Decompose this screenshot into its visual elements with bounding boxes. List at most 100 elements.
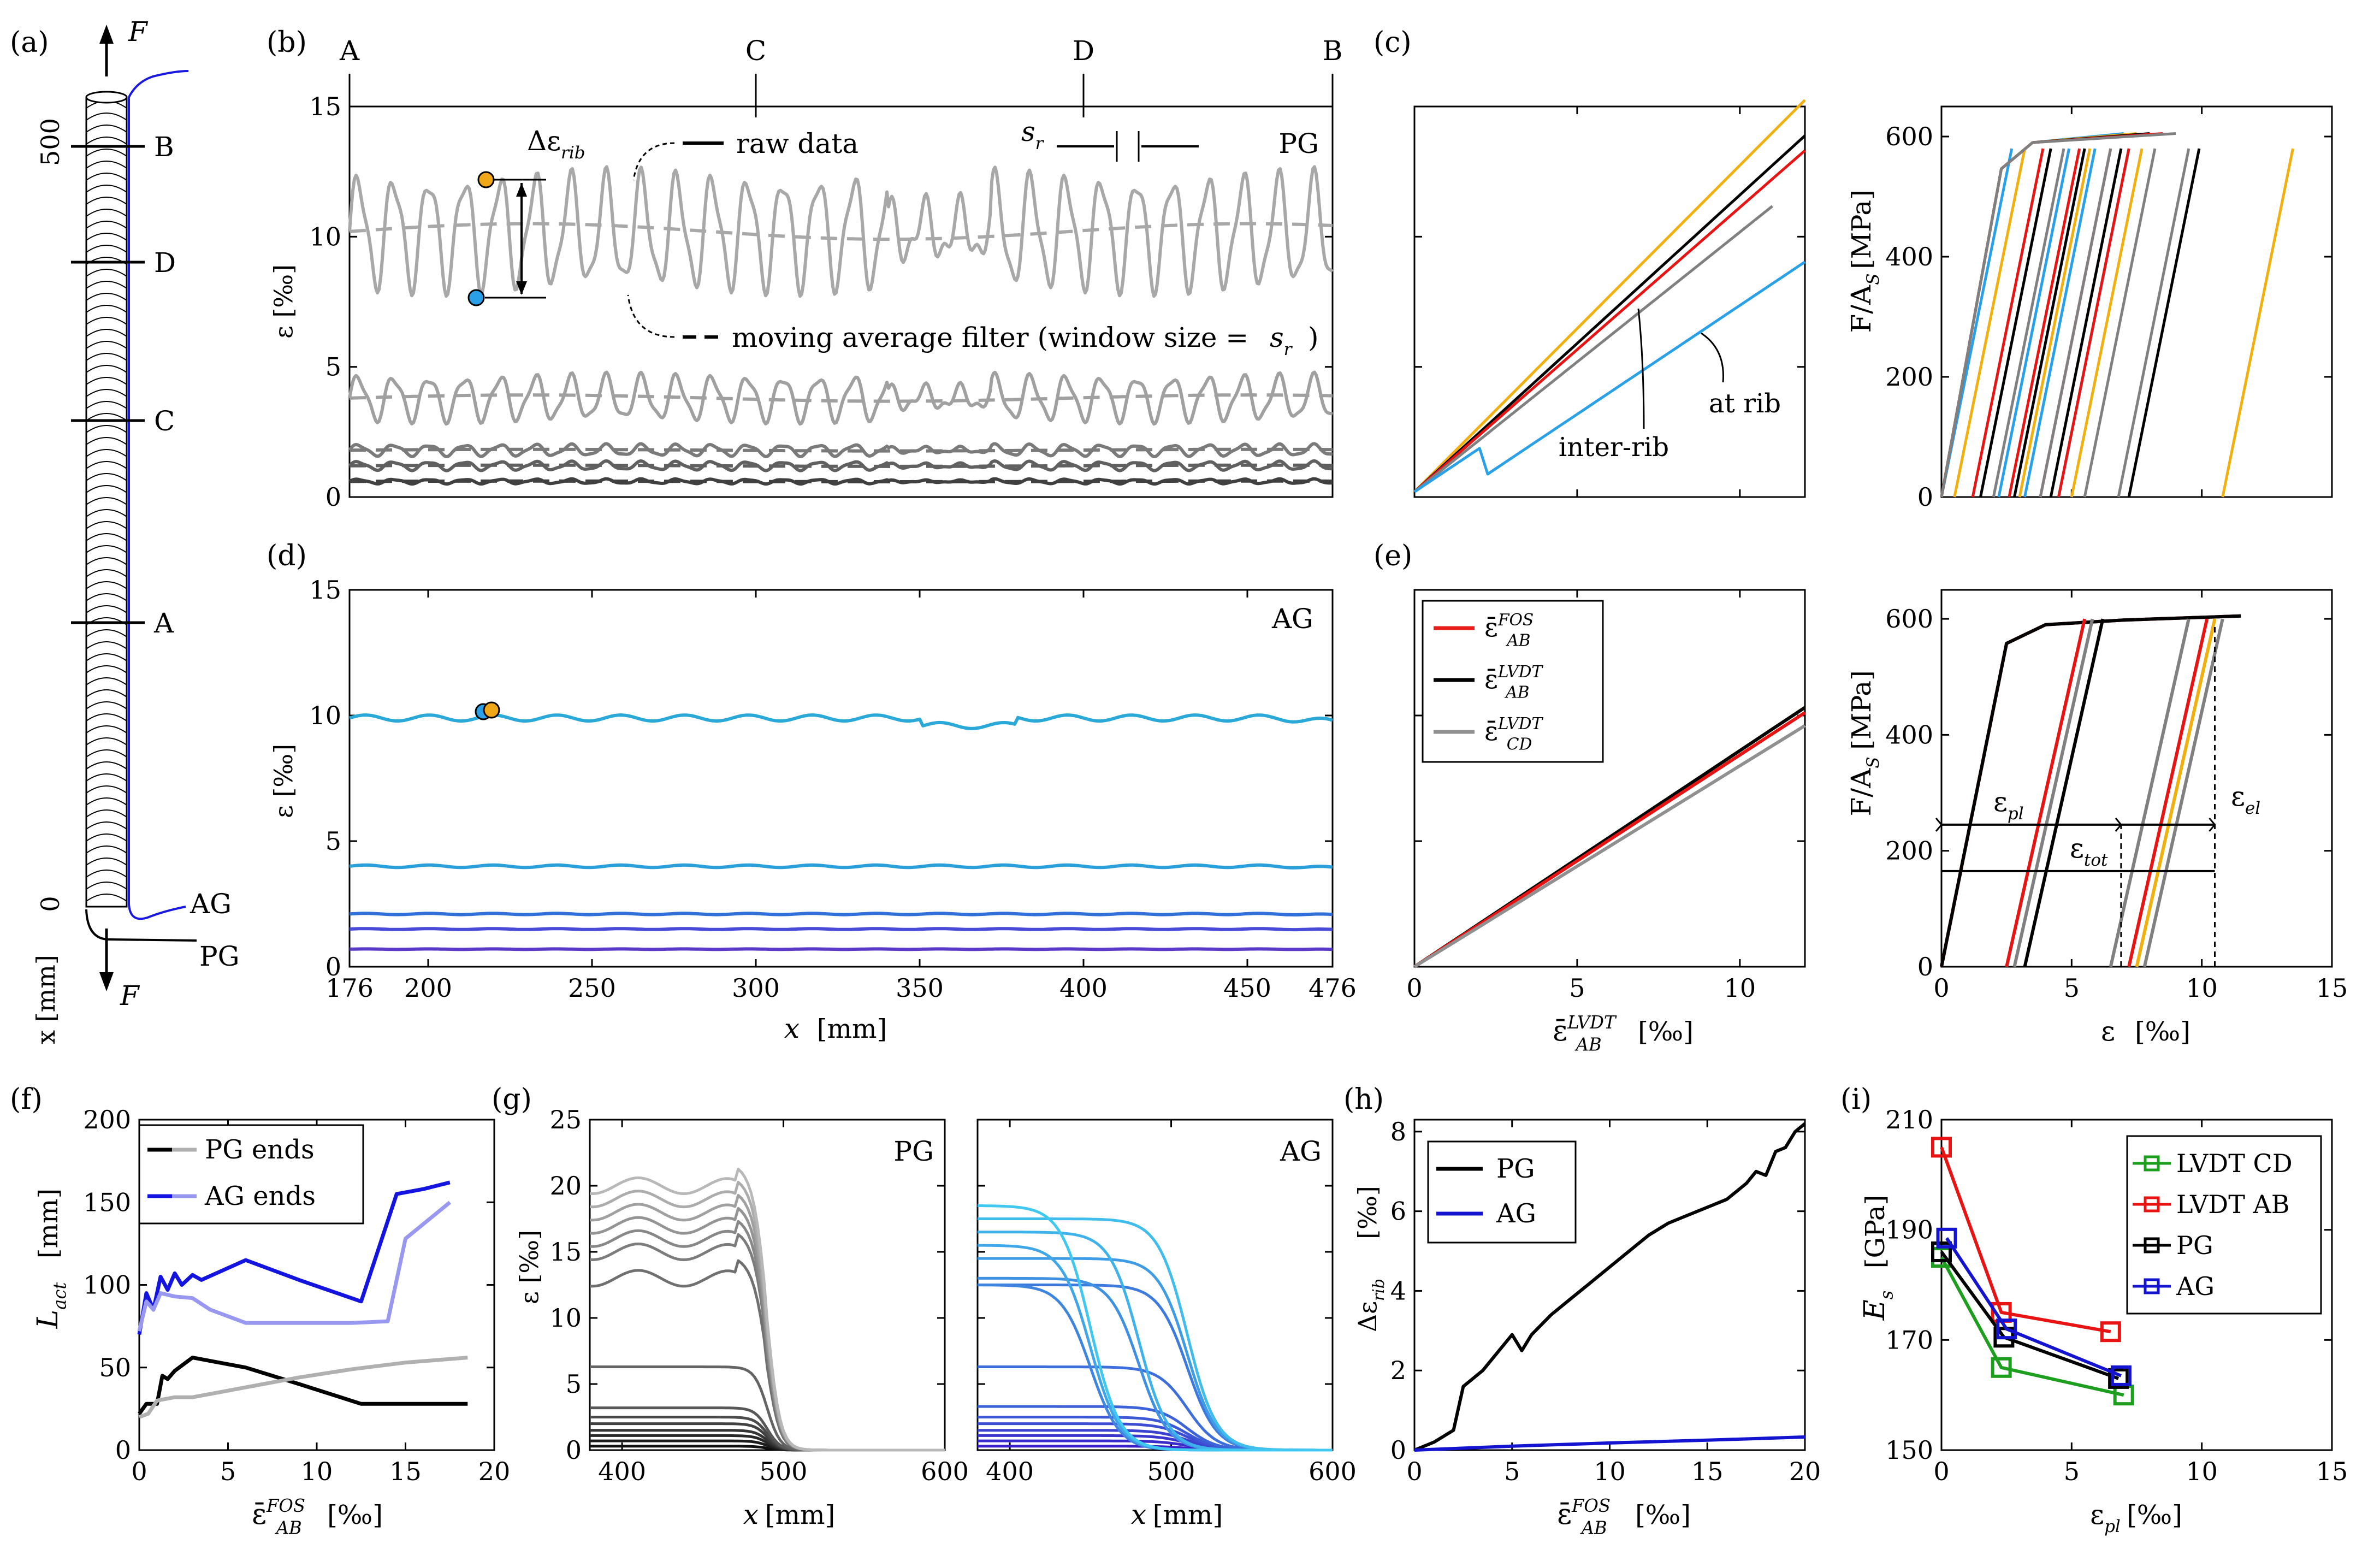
unload-line bbox=[2070, 148, 2144, 498]
unload-line bbox=[1979, 148, 2052, 498]
rib bbox=[86, 858, 127, 866]
axes-frame bbox=[1940, 105, 2333, 498]
y-tick-label: 150 bbox=[1885, 1435, 1933, 1465]
y-tick-label: 5 bbox=[566, 1369, 582, 1399]
rib bbox=[86, 389, 127, 397]
unload-line bbox=[2023, 148, 2097, 498]
legend-label: ε̄LVDT CD bbox=[1484, 714, 1543, 754]
fiber-label-ag: AG bbox=[190, 888, 232, 920]
rib bbox=[86, 221, 127, 229]
rib bbox=[86, 605, 127, 613]
series-line bbox=[1940, 1256, 2124, 1397]
rib bbox=[86, 485, 127, 493]
x-tick-label: 0 bbox=[1406, 1457, 1422, 1486]
force-label-bottom: F bbox=[120, 980, 140, 1012]
rib bbox=[86, 894, 127, 902]
rib bbox=[86, 305, 127, 313]
filter-sr: sr bbox=[1270, 322, 1293, 359]
x-unit: [mm] bbox=[765, 1500, 835, 1530]
x-tick-label: 5 bbox=[220, 1457, 236, 1486]
rib bbox=[86, 665, 127, 673]
x-unit: [‰] bbox=[2135, 1016, 2190, 1047]
panel-e-left: 0 5 10 ε̄LVDT AB [‰] ε̄FOS AB ε̄LVDT AB ε̄LVDT CD bbox=[1406, 589, 1806, 1055]
y-tick-label: 170 bbox=[1885, 1325, 1933, 1355]
rib bbox=[86, 149, 127, 157]
rib bbox=[86, 245, 127, 253]
legend-marker bbox=[2144, 1196, 2160, 1213]
curve bbox=[1413, 99, 1806, 493]
rib bbox=[86, 833, 127, 842]
x-tick-label: 0 bbox=[131, 1457, 147, 1486]
unload-line bbox=[2039, 148, 2112, 498]
tag-ag: AG bbox=[1271, 603, 1313, 635]
rib bbox=[86, 557, 127, 565]
y-axis-label: Es bbox=[1858, 1291, 1897, 1321]
x-tick-label: 20 bbox=[1789, 1457, 1821, 1486]
x-tick-label: 10 bbox=[1594, 1457, 1626, 1486]
section-label-D: D bbox=[154, 247, 176, 279]
unload-line bbox=[1997, 148, 2071, 498]
y-axis-label: ε [‰] bbox=[269, 264, 298, 339]
y-tick-label: 400 bbox=[1885, 720, 1933, 749]
x-tick-label: 5 bbox=[2064, 973, 2080, 1003]
leader bbox=[627, 294, 675, 338]
tag: AG bbox=[1280, 1136, 1322, 1167]
raw-line bbox=[348, 370, 1333, 426]
tag-pg: PG bbox=[1278, 128, 1319, 159]
section-label-B: B bbox=[1323, 35, 1343, 67]
curve bbox=[1413, 261, 1806, 493]
unload-line bbox=[2049, 148, 2123, 498]
y-tick-label: 200 bbox=[83, 1105, 131, 1134]
curve bbox=[1940, 132, 2176, 498]
x-tick-label: 10 bbox=[301, 1457, 333, 1486]
rib bbox=[86, 233, 127, 241]
unload-line bbox=[2008, 148, 2081, 498]
section-label-A: A bbox=[339, 35, 360, 67]
legend-label: PG bbox=[1496, 1154, 1535, 1184]
x-tick-label: 600 bbox=[921, 1457, 969, 1486]
strain-line bbox=[978, 1204, 1333, 1452]
x-axis-label: x bbox=[1131, 1499, 1146, 1530]
tag: PG bbox=[893, 1136, 934, 1167]
rib bbox=[86, 209, 127, 217]
unload-line bbox=[2142, 618, 2224, 967]
x-tick-label: 15 bbox=[2316, 1457, 2348, 1486]
moving-average-line bbox=[350, 447, 1333, 453]
fiber-pg bbox=[85, 909, 197, 942]
series-line bbox=[1945, 1237, 2122, 1377]
arrowhead bbox=[1935, 817, 1943, 832]
arrowhead bbox=[2115, 817, 2122, 832]
legend-label: PG ends bbox=[205, 1134, 315, 1165]
x-tick-label: 5 bbox=[2064, 1457, 2080, 1486]
label-at-rib: at rib bbox=[1709, 388, 1781, 419]
x-tick-label: 250 bbox=[568, 973, 616, 1003]
y-tick-label: 15 bbox=[309, 575, 341, 605]
rib bbox=[86, 701, 127, 709]
legend-label: LVDT CD bbox=[2176, 1149, 2293, 1178]
y-axis-label: ε [‰] bbox=[514, 1230, 544, 1304]
x-tick-label: 15 bbox=[1691, 1457, 1724, 1486]
x-axis-label: x bbox=[743, 1499, 759, 1530]
raw-line bbox=[348, 165, 1334, 298]
x-tick-label: 400 bbox=[1059, 973, 1108, 1003]
y-tick-label: 0 bbox=[325, 952, 341, 981]
x-unit: [‰] bbox=[1635, 1500, 1691, 1530]
panel-g-ag: 400 500 600 x [mm] AG bbox=[976, 1119, 1357, 1530]
y-tick-label: 0 bbox=[1390, 1435, 1406, 1465]
x-axis-label: x bbox=[784, 1013, 800, 1044]
sr-label: sr bbox=[1021, 116, 1045, 153]
rebar-schematic: F F 500 0 x [mm] B D C A AG PG bbox=[31, 16, 240, 1044]
rib bbox=[86, 785, 127, 794]
rib bbox=[86, 401, 127, 409]
y-tick-label: 5 bbox=[325, 352, 341, 382]
y-label-500: 500 bbox=[35, 118, 65, 166]
rib bbox=[86, 425, 127, 433]
rib bbox=[86, 593, 127, 601]
axes-frame bbox=[348, 105, 1334, 498]
x-unit: [mm] bbox=[817, 1014, 887, 1044]
x-tick-label: 500 bbox=[1147, 1457, 1195, 1486]
x-tick-label: 5 bbox=[1504, 1457, 1520, 1486]
rib bbox=[86, 173, 127, 181]
y-tick-label: 0 bbox=[325, 482, 341, 512]
axes-frame bbox=[348, 589, 1334, 968]
